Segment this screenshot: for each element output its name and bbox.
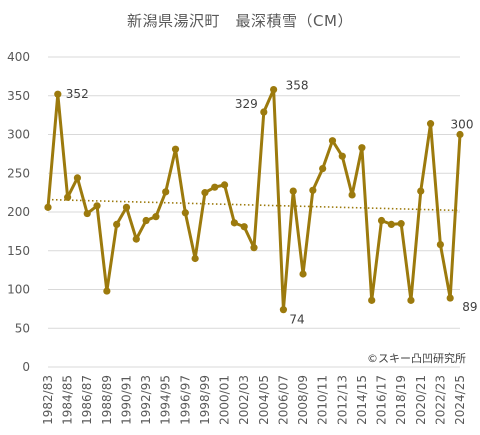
data-point — [309, 186, 317, 194]
data-point — [436, 240, 444, 249]
data-point — [289, 187, 297, 195]
data-point — [162, 188, 170, 196]
data-point — [181, 209, 189, 217]
data-point — [230, 219, 238, 227]
y-tick-label: 150 — [7, 244, 30, 258]
data-point — [220, 181, 229, 189]
data-label: 300 — [451, 118, 474, 132]
x-tick-label: 2012/13 — [335, 375, 349, 425]
x-tick-label: 1988/89 — [100, 375, 114, 425]
y-tick-label: 300 — [7, 128, 30, 142]
x-tick-label: 2018/19 — [394, 375, 408, 425]
data-point — [299, 270, 307, 278]
data-point — [240, 223, 248, 231]
x-tick-label: 1994/95 — [159, 375, 173, 425]
chart-title: 新潟県湯沢町 最深積雪（CM） — [127, 12, 353, 30]
data-point — [358, 144, 366, 152]
x-tick-label: 1990/91 — [119, 375, 133, 425]
data-point — [319, 165, 327, 173]
x-tick-label: 2016/17 — [375, 375, 389, 425]
y-tick-label: 350 — [7, 89, 30, 103]
data-point — [103, 287, 111, 295]
x-tick-label: 1986/87 — [80, 375, 94, 425]
x-tick-label: 2020/21 — [414, 375, 428, 425]
data-point — [387, 220, 395, 228]
data-point — [456, 130, 464, 139]
data-point — [407, 296, 415, 304]
x-tick-label: 2024/25 — [453, 375, 467, 425]
y-tick-label: 400 — [7, 50, 30, 64]
data-label: 74 — [289, 313, 304, 327]
x-tick-label: 2006/07 — [276, 375, 290, 425]
data-point — [54, 90, 62, 98]
data-label: 352 — [66, 87, 89, 101]
data-point — [83, 209, 91, 218]
data-point — [250, 244, 258, 252]
x-tick-label: 2022/23 — [433, 375, 447, 425]
data-point — [338, 152, 346, 160]
x-tick-label: 2010/11 — [316, 375, 330, 425]
data-point — [397, 220, 405, 228]
x-tick-label: 1982/83 — [41, 375, 55, 425]
x-tick-label: 2002/03 — [237, 375, 251, 425]
data-point — [191, 254, 199, 263]
data-point — [73, 174, 82, 182]
data-point — [417, 187, 425, 195]
x-tick-label: 2008/09 — [296, 375, 310, 425]
x-tick-label: 2004/05 — [257, 375, 271, 425]
data-point — [152, 213, 160, 221]
y-tick-label: 100 — [7, 283, 30, 297]
data-point — [113, 220, 121, 228]
y-tick-label: 250 — [7, 166, 30, 180]
data-point — [348, 191, 356, 199]
data-point — [368, 296, 376, 304]
series-line — [46, 88, 462, 312]
y-tick-label: 0 — [22, 360, 30, 374]
y-tick-label: 200 — [7, 205, 30, 219]
trendline — [47, 198, 461, 212]
data-point — [142, 216, 150, 225]
y-tick-label: 50 — [15, 321, 30, 335]
x-tick-label: 1998/99 — [198, 375, 212, 425]
data-point — [426, 120, 435, 128]
x-tick-label: 2000/01 — [218, 375, 232, 425]
data-point — [201, 189, 209, 197]
data-point — [446, 294, 454, 302]
x-tick-label: 1992/93 — [139, 375, 153, 425]
data-point — [171, 145, 180, 153]
data-point — [211, 183, 219, 191]
data-point — [328, 137, 337, 145]
credit-text: ©スキー凸凹研究所 — [367, 351, 466, 365]
data-point — [64, 193, 72, 201]
x-tick-label: 1996/97 — [178, 375, 192, 425]
data-point — [270, 85, 278, 94]
data-point — [122, 203, 131, 211]
data-label: 89 — [462, 300, 477, 314]
data-point — [93, 202, 101, 210]
data-point — [279, 306, 288, 314]
x-tick-label: 2014/15 — [355, 375, 369, 425]
data-point — [44, 203, 52, 211]
data-label: 329 — [235, 97, 258, 111]
data-point — [260, 108, 268, 116]
data-label: 358 — [286, 79, 309, 93]
data-point — [132, 235, 140, 243]
x-tick-label: 1984/85 — [61, 375, 75, 425]
data-point — [377, 216, 386, 225]
